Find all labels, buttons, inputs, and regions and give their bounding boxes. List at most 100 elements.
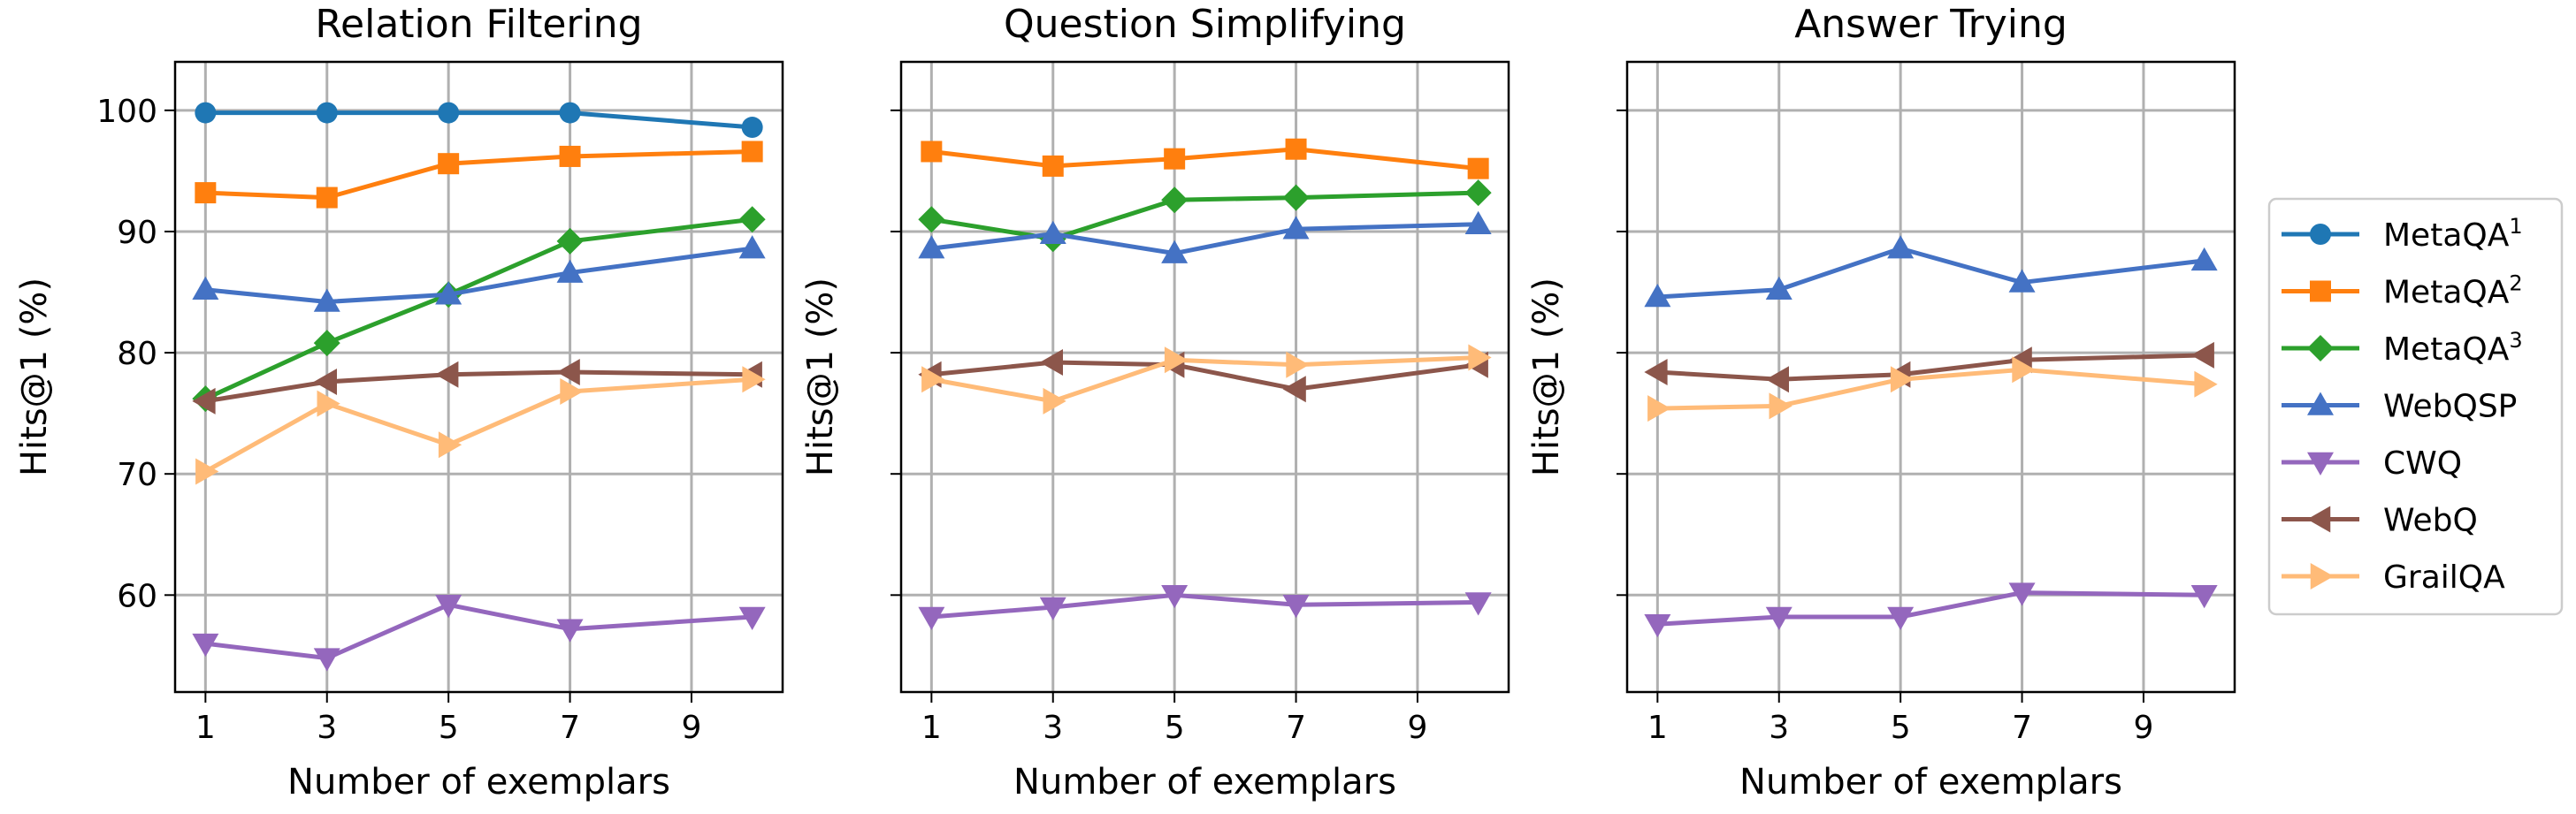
data-point-metaqa3 [1161, 186, 1189, 214]
data-point-cwq [1887, 606, 1915, 630]
y-axis-label: Hits@1 (%) [1526, 278, 1567, 476]
legend-marker-metaqa2 [2310, 280, 2331, 302]
series-line-webq [931, 360, 1479, 392]
legend: MetaQA1 MetaQA2 MetaQA3 WebQSP CWQ WebQ GrailQ… [2267, 197, 2564, 616]
x-tick-label: 7 [2012, 710, 2032, 746]
data-point-metaqa3 [313, 330, 340, 357]
data-point-webqsp [313, 288, 340, 312]
plot-frame [1625, 60, 2236, 694]
legend-item-cwq: CWQ [2282, 445, 2462, 482]
data-point-cwq [1464, 592, 1492, 616]
data-point-webqsp [192, 276, 219, 300]
legend-marker-webqsp [2307, 392, 2334, 415]
series-webqsp [192, 235, 766, 312]
series-line-metaqa1 [205, 110, 753, 130]
data-point-grailqa [1769, 392, 1792, 420]
data-point-cwq [2190, 585, 2218, 609]
data-point-grailqa [1647, 395, 1671, 422]
series-line-grailqa [930, 355, 1479, 404]
chart-panel-question-simplifying: 1 3 5 7 9 Question Simplifying Number of exemp… [800, 2, 1510, 803]
legend-label: MetaQA1 [2383, 214, 2523, 254]
legend-label: WebQ [2383, 503, 2478, 539]
data-point-webq [1282, 376, 1306, 403]
x-tick-label: 9 [2133, 710, 2153, 746]
x-tick-label: 1 [195, 710, 216, 746]
series-line-metaqa2 [205, 148, 753, 201]
data-point-metaqa2 [316, 186, 338, 209]
data-point-grailqa [1468, 344, 1492, 371]
data-point-webq [1765, 366, 1789, 393]
chart-title: Question Simplifying [1004, 2, 1406, 47]
data-point-cwq [738, 606, 766, 630]
data-point-metaqa2 [741, 141, 763, 163]
data-point-metaqa2 [921, 141, 943, 163]
series-webqsp [1644, 235, 2218, 308]
data-point-metaqa2 [1042, 155, 1064, 177]
data-point-cwq [1765, 606, 1792, 630]
data-point-cwq [1161, 585, 1189, 609]
series-metaqa2 [921, 138, 1489, 179]
series-cwq [1644, 582, 2218, 638]
data-point-cwq [556, 619, 584, 643]
data-point-grailqa [1890, 366, 1915, 393]
data-point-metaqa1 [559, 102, 581, 124]
x-tick-label: 3 [1769, 710, 1789, 746]
legend-label: MetaQA3 [2383, 328, 2523, 368]
chart-panel-answer-trying: 1 3 5 7 9 Answer Trying Number of exemplars Hit… [1526, 2, 2236, 803]
chart-title: Relation Filtering [315, 2, 642, 47]
data-point-metaqa2 [1285, 138, 1307, 160]
data-point-grailqa [1043, 387, 1066, 415]
series-cwq [192, 595, 766, 672]
data-point-metaqa3 [556, 227, 584, 255]
series-webq [1644, 341, 2214, 393]
data-point-webqsp [2190, 247, 2218, 271]
x-tick-label: 7 [560, 710, 580, 746]
data-point-cwq [1644, 613, 1671, 638]
data-point-metaqa2 [1467, 157, 1489, 179]
legend-item-webq: WebQ [2282, 503, 2478, 539]
series-metaqa3 [192, 206, 766, 413]
series-grailqa [195, 366, 766, 485]
x-axis-label: Number of exemplars [1739, 762, 2122, 803]
legend-marker-webq [2307, 506, 2331, 533]
series-metaqa2 [195, 141, 763, 209]
data-point-grailqa [560, 377, 584, 405]
data-point-webqsp [1644, 284, 1671, 308]
y-axis-label: Hits@1 (%) [14, 278, 55, 476]
data-point-webqsp [556, 259, 584, 283]
data-point-grailqa [1164, 346, 1189, 374]
x-tick-label: 5 [1165, 710, 1185, 746]
x-tick-label: 1 [921, 710, 942, 746]
series-line-cwq [205, 602, 753, 661]
data-point-metaqa3 [1464, 179, 1492, 207]
data-point-metaqa1 [316, 102, 338, 124]
x-tick-label: 9 [681, 710, 701, 746]
y-axis-label: Hits@1 (%) [800, 278, 841, 476]
data-point-metaqa3 [1282, 184, 1310, 211]
data-point-webqsp [1282, 216, 1310, 240]
data-point-webqsp [1161, 240, 1189, 263]
plot-frame [899, 60, 1510, 694]
legend-label: WebQSP [2383, 389, 2517, 425]
x-tick-label: 1 [1647, 710, 1668, 746]
x-tick-label: 3 [317, 710, 337, 746]
series-line-metaqa2 [931, 147, 1479, 171]
y-tick-label: 60 [117, 578, 157, 614]
x-axis-label: Number of exemplars [287, 762, 670, 803]
data-point-grailqa [2194, 370, 2218, 398]
legend-marker-grailqa [2310, 563, 2334, 590]
data-point-cwq [918, 606, 945, 630]
series-grailqa [1647, 356, 2218, 422]
legend-item-grailqa: GrailQA [2282, 559, 2505, 596]
x-tick-label: 5 [1891, 710, 1911, 746]
data-point-cwq [192, 633, 219, 658]
series-line-webqsp [931, 222, 1479, 256]
legend-label: MetaQA2 [2383, 271, 2523, 311]
data-point-grailqa [438, 431, 462, 459]
data-point-metaqa2 [559, 145, 581, 167]
data-point-webq [556, 359, 580, 386]
legend-marker-metaqa3 [2307, 335, 2334, 361]
data-point-cwq [2008, 582, 2036, 606]
legend-label: GrailQA [2383, 559, 2505, 596]
